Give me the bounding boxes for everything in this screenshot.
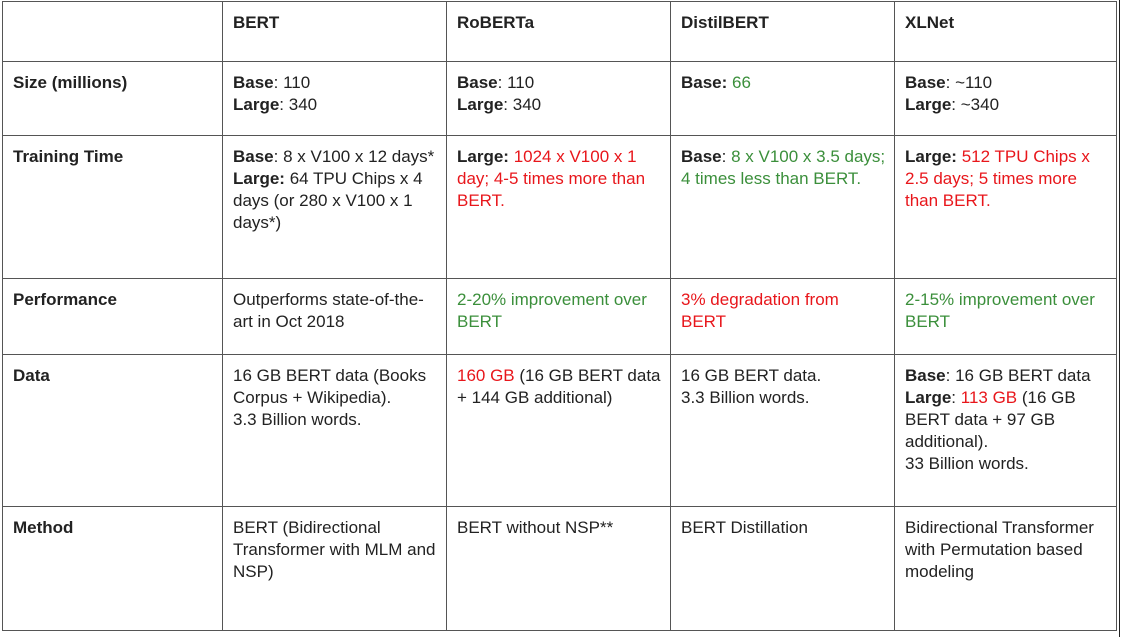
row-performance: Performance Outperforms state-of-the-art…: [2, 278, 1117, 355]
cell-training-xlnet: Large: 512 TPU Chips x 2.5 days; 5 times…: [894, 135, 1117, 279]
cell-training-bert: Base: 8 x V100 x 12 days* Large: 64 TPU …: [222, 135, 447, 279]
data-size-highlight: 160 GB: [457, 366, 515, 385]
cell-performance-roberta: 2-20% improvement over BERT: [446, 278, 671, 355]
base-value: : 110: [273, 73, 311, 92]
base-label: Base: [905, 366, 946, 385]
cell-training-roberta: Large: 1024 x V100 x 1 day; 4-5 times mo…: [446, 135, 671, 279]
large-value: : 340: [503, 95, 542, 114]
col-header-roberta: RoBERTa: [446, 1, 671, 62]
cell-data-distilbert: 16 GB BERT data. 3.3 Billion words.: [670, 354, 895, 507]
large-label: Large: [457, 95, 504, 114]
row-method: Method BERT (Bidirectional Transformer w…: [2, 506, 1117, 631]
base-label: Base: [233, 147, 274, 166]
large-label: Large:: [233, 169, 285, 188]
data-text: (16 GB BERT data + 144 GB additional): [457, 366, 661, 407]
base-label: Base: [681, 147, 722, 166]
cell-data-xlnet: Base: 16 GB BERT data Large: 113 GB (16 …: [894, 354, 1117, 507]
col-header-distilbert: DistilBERT: [670, 1, 895, 62]
data-text: 16 GB BERT data (Books Corpus + Wikipedi…: [233, 366, 427, 407]
cell-data-roberta: 160 GB (16 GB BERT data + 144 GB additio…: [446, 354, 671, 507]
large-label: Large: [233, 95, 280, 114]
row-data: Data 16 GB BERT data (Books Corpus + Wik…: [2, 354, 1117, 507]
cell-method-distilbert: BERT Distillation: [670, 506, 895, 631]
base-label: Base: [233, 73, 274, 92]
large-colon: :: [951, 388, 961, 407]
training-text: 8 x V100 x 3.5 days; 4 times less than B…: [681, 147, 886, 188]
word-count: 3.3 Billion words.: [681, 388, 810, 407]
large-value: : ~340: [951, 95, 1000, 114]
cell-performance-bert: Outperforms state-of-the-art in Oct 2018: [222, 278, 447, 355]
right-edge-line: [1119, 0, 1120, 637]
cell-size-roberta: Base: 110 Large: 340: [446, 61, 671, 136]
base-value: : 110: [497, 73, 535, 92]
row-header-method: Method: [2, 506, 223, 631]
large-label: Large:: [457, 147, 509, 166]
row-header-performance: Performance: [2, 278, 223, 355]
base-label: Base:: [681, 73, 728, 92]
large-text: (16 GB BERT data + 97 GB additional).: [905, 388, 1076, 451]
base-label: Base: [905, 73, 946, 92]
cell-size-distilbert: Base: 66: [670, 61, 895, 136]
corner-cell: [2, 1, 223, 62]
header-row: BERT RoBERTa DistilBERT XLNet: [2, 1, 1117, 62]
large-value: : 340: [279, 95, 318, 114]
base-label: Base: [457, 73, 498, 92]
word-count: 33 Billion words.: [905, 454, 1029, 473]
row-header-training-time: Training Time: [2, 135, 223, 279]
base-value: 66: [727, 73, 751, 92]
cell-performance-distilbert: 3% degradation from BERT: [670, 278, 895, 355]
row-training-time: Training Time Base: 8 x V100 x 12 days* …: [2, 135, 1117, 279]
cell-size-bert: Base: 110 Large: 340: [222, 61, 447, 136]
data-size-highlight: 113 GB: [960, 388, 1018, 407]
col-header-xlnet: XLNet: [894, 1, 1117, 62]
base-text: : 16 GB BERT data: [945, 366, 1091, 385]
training-text: 512 TPU Chips x 2.5 days; 5 times more t…: [905, 147, 1090, 210]
row-header-data: Data: [2, 354, 223, 507]
cell-method-xlnet: Bidirectional Transformer with Permutati…: [894, 506, 1117, 631]
cell-performance-xlnet: 2-15% improvement over BERT: [894, 278, 1117, 355]
cell-data-bert: 16 GB BERT data (Books Corpus + Wikipedi…: [222, 354, 447, 507]
large-label: Large: [905, 95, 952, 114]
base-text: : 8 x V100 x 12 days*: [273, 147, 435, 166]
base-value: : ~110: [945, 73, 993, 92]
data-text: 16 GB BERT data.: [681, 366, 822, 385]
word-count: 3.3 Billion words.: [233, 410, 362, 429]
row-size: Size (millions) Base: 110 Large: 340 Bas…: [2, 61, 1117, 136]
large-label: Large: [905, 388, 952, 407]
row-header-size: Size (millions): [2, 61, 223, 136]
cell-training-distilbert: Base: 8 x V100 x 3.5 days; 4 times less …: [670, 135, 895, 279]
cell-size-xlnet: Base: ~110 Large: ~340: [894, 61, 1117, 136]
cell-method-roberta: BERT without NSP**: [446, 506, 671, 631]
large-label: Large:: [905, 147, 957, 166]
large-text: 64 TPU Chips x 4 days (or 280 x V100 x 1…: [233, 169, 423, 232]
training-text: 1024 x V100 x 1 day; 4-5 times more than…: [457, 147, 646, 210]
cell-method-bert: BERT (Bidirectional Transformer with MLM…: [222, 506, 447, 631]
col-header-bert: BERT: [222, 1, 447, 62]
colon: :: [721, 147, 727, 166]
